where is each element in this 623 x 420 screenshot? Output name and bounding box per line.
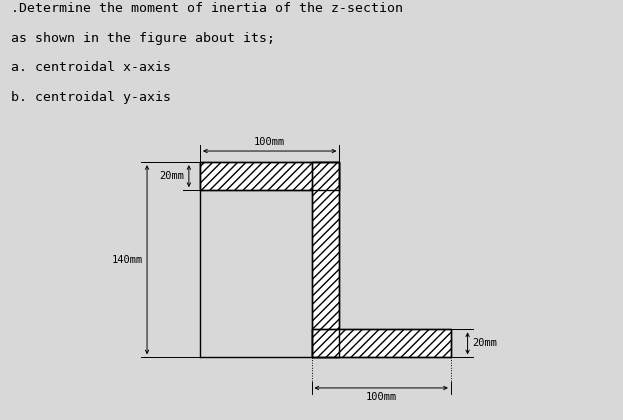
Polygon shape: [312, 162, 340, 357]
Text: .Determine the moment of inertia of the z-section: .Determine the moment of inertia of the …: [11, 3, 403, 16]
Text: as shown in the figure about its;: as shown in the figure about its;: [11, 32, 275, 45]
Text: 20mm: 20mm: [472, 339, 497, 348]
Text: 20mm: 20mm: [159, 171, 184, 181]
Polygon shape: [312, 329, 451, 357]
Text: 140mm: 140mm: [112, 255, 143, 265]
Text: 100mm: 100mm: [254, 137, 285, 147]
Text: a. centroidal x-axis: a. centroidal x-axis: [11, 61, 171, 74]
Polygon shape: [200, 162, 340, 190]
Text: b. centroidal y-axis: b. centroidal y-axis: [11, 91, 171, 104]
Text: 100mm: 100mm: [366, 392, 397, 402]
